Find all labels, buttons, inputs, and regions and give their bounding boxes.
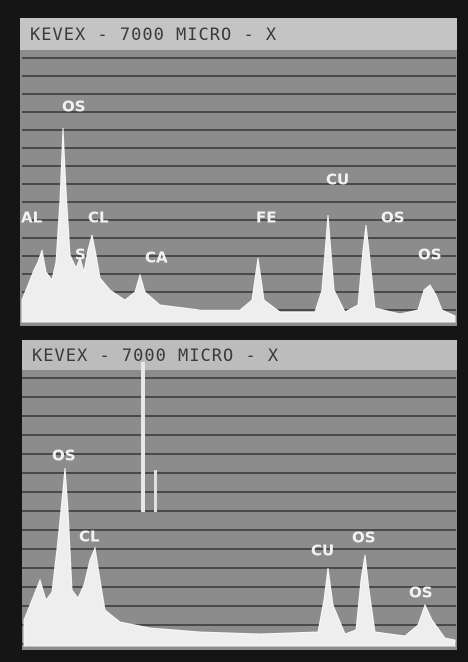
- page: KEVEX - 7000 MICRO - X AL OS S CL CA FE …: [0, 0, 468, 662]
- top-panel: KEVEX - 7000 MICRO - X AL OS S CL CA FE …: [20, 18, 457, 326]
- peak-label: OS: [62, 98, 86, 116]
- peak-label: OS: [352, 529, 376, 547]
- cursor: [154, 470, 157, 512]
- peak-label: OS: [381, 209, 405, 227]
- peak-label: CA: [145, 249, 168, 267]
- peak-label: CL: [79, 528, 100, 546]
- peak-label: CU: [326, 171, 349, 189]
- peak-label: OS: [52, 447, 76, 465]
- figure: KEVEX - 7000 MICRO - X AL OS S CL CA FE …: [0, 0, 468, 662]
- peak-label: OS: [409, 584, 433, 602]
- peak-label: OS: [418, 246, 442, 264]
- peak-label: CL: [88, 209, 109, 227]
- peak-label: FE: [256, 209, 277, 227]
- peak-label: AL: [21, 209, 43, 227]
- header: KEVEX - 7000 MICRO - X: [32, 346, 279, 366]
- peak-label: S: [75, 246, 86, 264]
- cursor: [141, 362, 145, 512]
- peak-label: CU: [311, 542, 334, 560]
- header: KEVEX - 7000 MICRO - X: [30, 25, 277, 45]
- bottom-panel: KEVEX - 7000 MICRO - X OS CL CU OS OS: [22, 340, 457, 650]
